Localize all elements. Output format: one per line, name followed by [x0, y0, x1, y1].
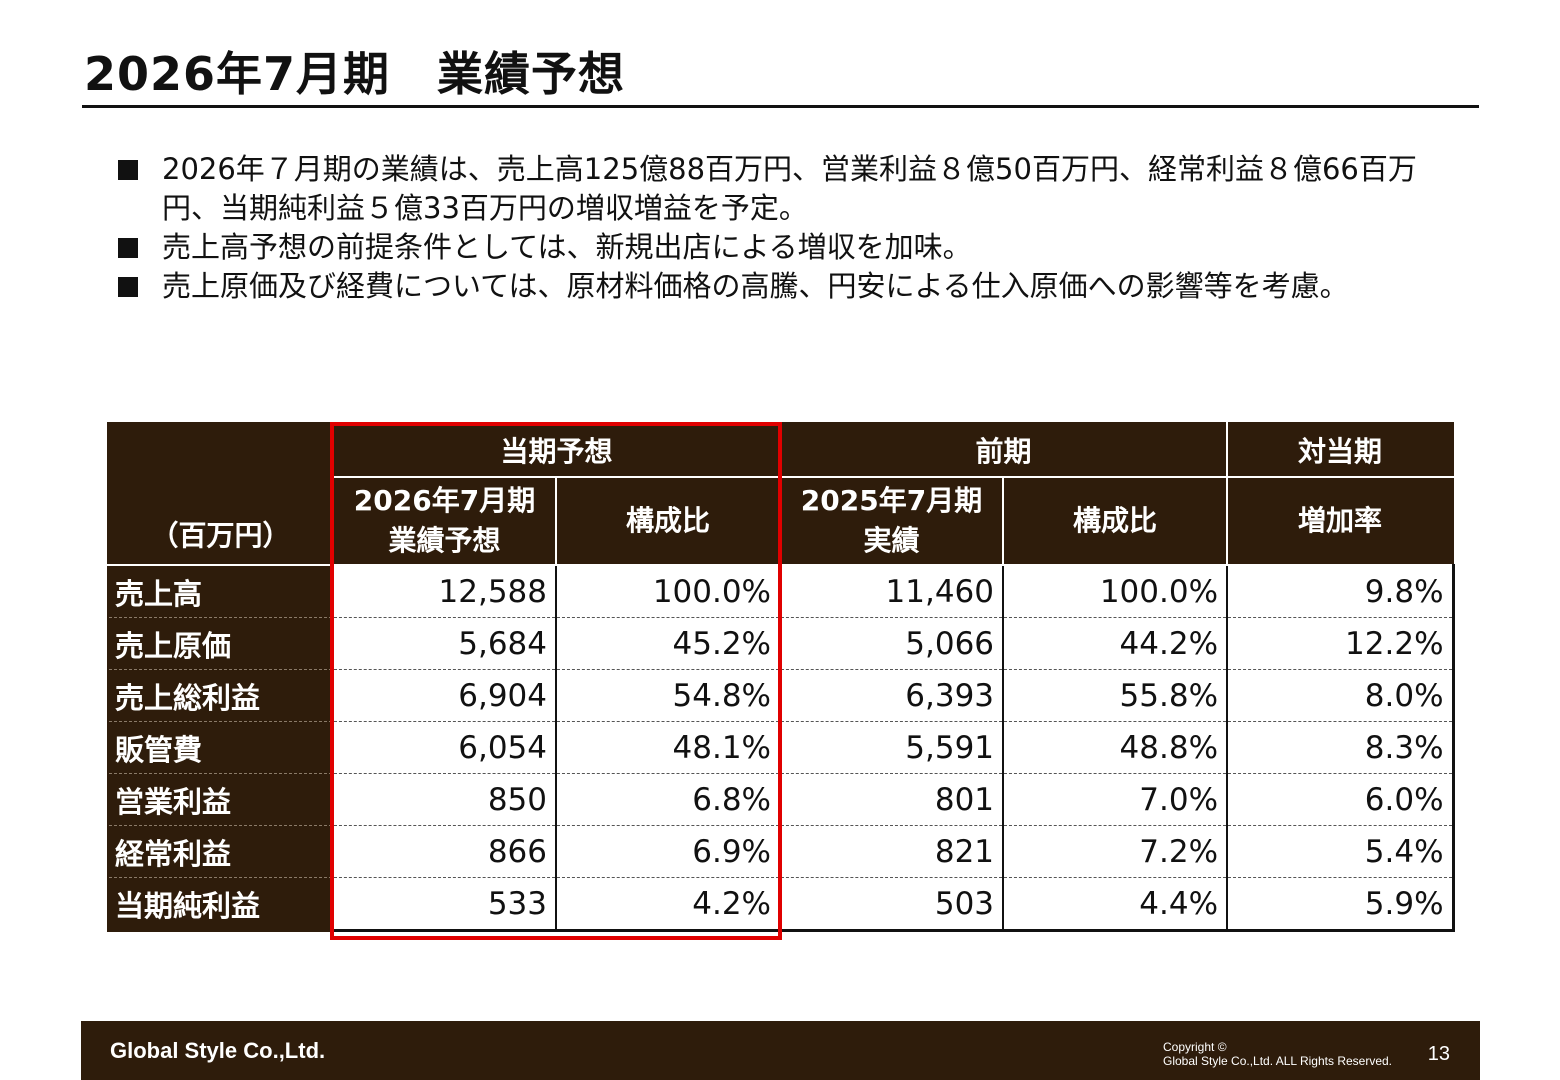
footer-copyright: Copyright © Global Style Co.,Ltd. ALL Ri…: [1163, 1040, 1392, 1068]
cell-forecast-value: 866: [332, 825, 557, 878]
footer-bar: Global Style Co.,Ltd. Copyright © Global…: [81, 1021, 1480, 1080]
cell-previous-value: 11,460: [779, 565, 1005, 618]
cell-previous-ratio: 4.4%: [1002, 877, 1229, 932]
table-row: 販管費 6,054 48.1% 5,591 48.8% 8.3%: [107, 721, 1455, 774]
cell-previous-value: 5,591: [779, 721, 1005, 774]
table-sub-header-row: 2026年7月期 業績予想 構成比 2025年7月期 実績 構成比 増加率: [108, 476, 1455, 566]
bullet-text: 売上高予想の前提条件としては、新規出店による増収を加味。: [162, 230, 972, 264]
cell-previous-value: 503: [779, 877, 1005, 932]
forecast-table: （百万円） 当期予想 前期 対当期 2026年7月期 業績予想 構成比 2025…: [107, 422, 1455, 932]
cell-previous-ratio: 7.2%: [1002, 825, 1229, 878]
cell-previous-ratio: 7.0%: [1002, 773, 1229, 826]
group-header-vs-current: 対当期: [1226, 422, 1455, 478]
row-label: 経常利益: [107, 825, 333, 878]
cell-growth-rate: 12.2%: [1226, 617, 1455, 670]
row-label: 販管費: [107, 721, 333, 774]
footer-company-name: Global Style Co.,Ltd.: [110, 1038, 326, 1063]
group-header-current-forecast: 当期予想: [331, 422, 782, 478]
cell-growth-rate: 8.3%: [1226, 721, 1455, 774]
row-label: 営業利益: [107, 773, 333, 826]
cell-forecast-value: 533: [332, 877, 557, 932]
cell-previous-value: 5,066: [779, 617, 1005, 670]
table-group-header-row: （百万円） 当期予想 前期 対当期: [107, 422, 1455, 566]
sub-header-growth-rate: 増加率: [1226, 476, 1455, 566]
cell-growth-rate: 8.0%: [1226, 669, 1455, 722]
square-bullet-icon: [118, 277, 138, 297]
cell-growth-rate: 9.8%: [1226, 565, 1455, 618]
sub-header-forecast-ratio: 構成比: [554, 476, 782, 566]
cell-previous-ratio: 44.2%: [1002, 617, 1229, 670]
cell-previous-ratio: 48.8%: [1002, 721, 1229, 774]
table-row: 売上原価 5,684 45.2% 5,066 44.2% 12.2%: [107, 617, 1455, 670]
sub-header-previous-value: 2025年7月期 実績: [779, 476, 1005, 566]
sub-header-forecast-value: 2026年7月期 業績予想: [332, 476, 557, 566]
copyright-line: Copyright ©: [1163, 1040, 1227, 1054]
cell-forecast-value: 850: [332, 773, 557, 826]
cell-growth-rate: 5.4%: [1226, 825, 1455, 878]
table-row: 営業利益 850 6.8% 801 7.0% 6.0%: [107, 773, 1455, 826]
table-row: 売上総利益 6,904 54.8% 6,393 55.8% 8.0%: [107, 669, 1455, 722]
bullet-text: 2026年７月期の業績は、売上高125億88百万円、営業利益８億50百万円、経常…: [162, 152, 1417, 225]
square-bullet-icon: [118, 160, 138, 180]
unit-header: （百万円）: [107, 422, 334, 566]
cell-previous-ratio: 100.0%: [1002, 565, 1229, 618]
bullet-item: 2026年７月期の業績は、売上高125億88百万円、営業利益８億50百万円、経常…: [118, 150, 1448, 228]
sub-header-line: 2025年7月期: [800, 484, 983, 517]
copyright-line: Global Style Co.,Ltd. ALL Rights Reserve…: [1163, 1054, 1393, 1068]
sub-header-previous-ratio: 構成比: [1002, 476, 1229, 566]
cell-forecast-value: 12,588: [332, 565, 557, 618]
table-row: 当期純利益 533 4.2% 503 4.4% 5.9%: [107, 877, 1455, 932]
row-label: 売上高: [107, 565, 333, 618]
cell-previous-value: 821: [779, 825, 1005, 878]
sub-header-line: 2026年7月期: [353, 484, 536, 517]
table-row: 売上高 12,588 100.0% 11,460 100.0% 9.8%: [107, 565, 1455, 618]
square-bullet-icon: [118, 238, 138, 258]
forecast-table-container: （百万円） 当期予想 前期 対当期 2026年7月期 業績予想 構成比 2025…: [107, 422, 1455, 932]
table-row: 経常利益 866 6.9% 821 7.2% 5.4%: [107, 825, 1455, 878]
cell-forecast-ratio: 54.8%: [554, 669, 782, 722]
cell-growth-rate: 5.9%: [1226, 877, 1455, 932]
cell-forecast-ratio: 45.2%: [554, 617, 782, 670]
group-header-previous: 前期: [779, 422, 1229, 478]
row-label: 当期純利益: [107, 877, 333, 932]
cell-forecast-ratio: 4.2%: [554, 877, 782, 932]
cell-previous-value: 6,393: [779, 669, 1005, 722]
page-number: 13: [1427, 1043, 1450, 1065]
sub-header-line: 実績: [863, 524, 920, 557]
cell-forecast-value: 6,904: [332, 669, 557, 722]
bullet-item: 売上高予想の前提条件としては、新規出店による増収を加味。: [118, 228, 1448, 267]
row-label: 売上総利益: [107, 669, 333, 722]
cell-previous-ratio: 55.8%: [1002, 669, 1229, 722]
sub-header-line: 業績予想: [388, 524, 501, 557]
title-divider: [82, 105, 1479, 108]
cell-forecast-ratio: 6.8%: [554, 773, 782, 826]
cell-forecast-ratio: 100.0%: [554, 565, 782, 618]
cell-previous-value: 801: [779, 773, 1005, 826]
cell-forecast-value: 5,684: [332, 617, 557, 670]
cell-forecast-ratio: 48.1%: [554, 721, 782, 774]
cell-growth-rate: 6.0%: [1226, 773, 1455, 826]
row-label: 売上原価: [107, 617, 333, 670]
bullet-text: 売上原価及び経費については、原材料価格の高騰、円安による仕入原価への影響等を考慮…: [162, 269, 1349, 303]
page-title: 2026年7月期 業績予想: [84, 47, 626, 101]
cell-forecast-ratio: 6.9%: [554, 825, 782, 878]
bullet-item: 売上原価及び経費については、原材料価格の高騰、円安による仕入原価への影響等を考慮…: [118, 267, 1448, 306]
cell-forecast-value: 6,054: [332, 721, 557, 774]
summary-bullets: 2026年７月期の業績は、売上高125億88百万円、営業利益８億50百万円、経常…: [118, 150, 1448, 306]
